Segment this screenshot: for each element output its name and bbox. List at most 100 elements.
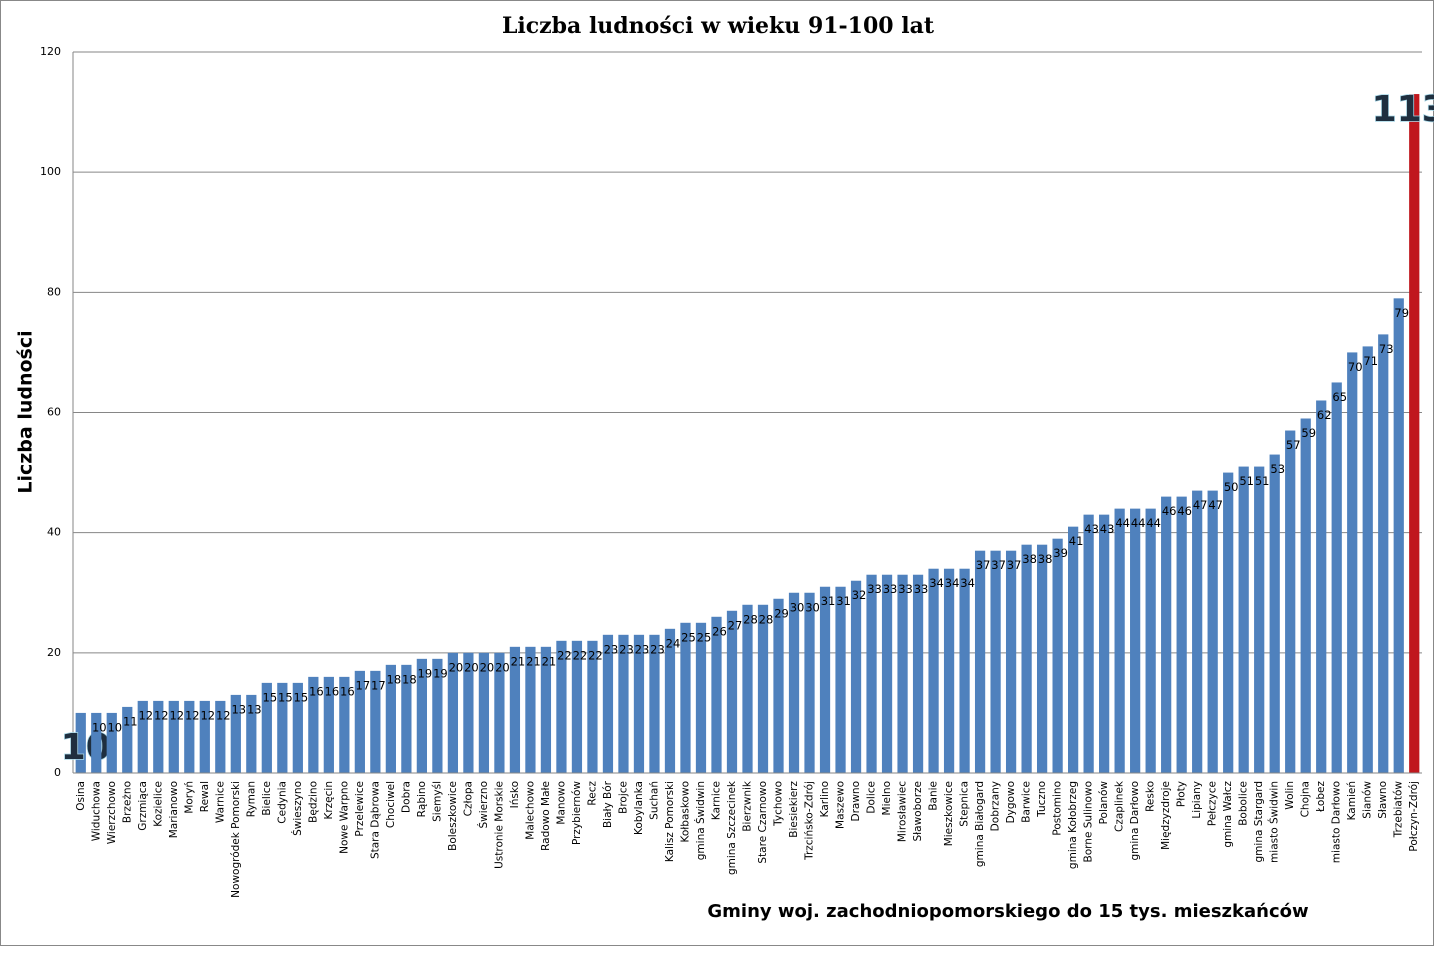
data-label: 23 (619, 642, 634, 656)
x-tick-label: Banie (928, 781, 940, 811)
x-tick-label: Dobrzany (990, 781, 1002, 831)
x-tick-label: gmina Świdwin (694, 781, 707, 860)
x-tick-label: Brojce (617, 781, 629, 814)
data-label: 21 (511, 654, 526, 668)
x-tick-label: miasto Świdwin (1268, 781, 1281, 863)
bar (1393, 298, 1404, 773)
bar (1052, 538, 1063, 773)
bar (1176, 496, 1187, 773)
data-label: 47 (1193, 498, 1208, 512)
bar (75, 712, 86, 773)
x-tick-label: Ińsko (509, 781, 521, 808)
x-tick-label: Karnice (710, 781, 722, 820)
chart-title: Liczba ludności w wieku 91-100 lat (502, 13, 935, 39)
x-tick-label: Ryman (245, 781, 257, 817)
x-tick-label: Tychowo (773, 781, 785, 827)
x-tick-label: Suchań (648, 781, 660, 820)
x-tick-label: Radowo Małe (540, 781, 552, 851)
x-tick-label: Połczyn-Zdrój (1408, 781, 1420, 852)
x-tick-label: Przelewice (354, 781, 366, 837)
bar (943, 568, 955, 773)
data-label: 31 (836, 594, 851, 608)
bar (1192, 490, 1203, 773)
bar (540, 646, 552, 773)
x-tick-label: gmina Darłowo (1129, 781, 1141, 861)
x-tick-label: Płoty (1176, 781, 1188, 807)
data-label: 46 (1162, 504, 1177, 518)
bar (122, 706, 133, 773)
bar (1347, 352, 1358, 773)
x-tick-label: Nowogródek Pomorski (230, 781, 242, 898)
x-tick-label: Manowo (555, 781, 567, 825)
data-label: 113 (1372, 89, 1434, 130)
bar (1331, 382, 1342, 773)
data-label: 24 (666, 636, 681, 650)
data-label: 12 (138, 708, 153, 722)
data-label: 43 (1100, 522, 1115, 536)
bar (974, 550, 986, 773)
bar (1207, 490, 1218, 773)
data-label: 23 (635, 642, 650, 656)
bar (726, 610, 738, 773)
data-label: 37 (976, 558, 991, 572)
data-label: 37 (991, 558, 1006, 572)
bar (478, 652, 490, 773)
data-label: 38 (1038, 552, 1053, 566)
x-tick-label: Postomino (1052, 781, 1064, 836)
data-label: 41 (1069, 534, 1084, 548)
bar (835, 586, 846, 773)
bar (1130, 508, 1141, 773)
x-tick-label: Bobolice (1238, 781, 1250, 826)
x-tick-label: Wolin (1284, 781, 1296, 810)
bar (137, 700, 148, 773)
data-label: 10 (61, 727, 111, 768)
data-label: 37 (1007, 558, 1022, 572)
data-label: 20 (449, 660, 464, 674)
bar (695, 622, 707, 773)
data-label: 51 (1239, 474, 1254, 488)
bar (1223, 472, 1234, 773)
bar (230, 694, 241, 773)
x-tick-label: Karlino (819, 781, 831, 817)
bar (494, 652, 505, 773)
bar (1114, 508, 1125, 773)
x-tick-label: Łobez (1315, 781, 1327, 813)
x-tick-label: Trzcińsko-Zdrój (804, 781, 816, 861)
data-label: 53 (1270, 462, 1285, 476)
bar (757, 604, 769, 773)
data-label: 18 (387, 672, 402, 686)
data-label: 46 (1177, 504, 1192, 518)
bar (1254, 466, 1265, 773)
x-tick-label: Będzino (307, 781, 319, 823)
bar (912, 574, 924, 773)
x-tick-label: Chociwel (385, 781, 397, 828)
bar (1362, 346, 1373, 773)
bar (1068, 526, 1079, 773)
data-label: 28 (759, 612, 774, 626)
bar (881, 574, 893, 773)
data-label: 34 (960, 576, 975, 590)
x-tick-label: Siemyśl (431, 781, 443, 822)
bar (571, 640, 583, 773)
x-tick-label: Warnice (214, 781, 226, 823)
bar (463, 652, 474, 773)
data-label: 34 (945, 576, 960, 590)
x-tick-label: Mielno (881, 781, 893, 815)
data-label: 38 (1022, 552, 1037, 566)
bar (339, 676, 350, 773)
x-tick-label: Boleszkowice (447, 781, 459, 851)
data-label: 23 (650, 642, 665, 656)
bar (354, 670, 365, 773)
x-tick-label: Barwice (1021, 781, 1033, 823)
x-tick-label: Świerzno (477, 781, 490, 829)
data-label: 39 (1053, 546, 1068, 560)
bar (959, 568, 970, 773)
data-label: 19 (433, 666, 448, 680)
x-tick-label: Widuchowa (90, 781, 102, 841)
x-tick-label: Świeszyno (291, 781, 304, 836)
data-label: 70 (1348, 360, 1363, 374)
x-tick-label: Osina (75, 781, 87, 811)
bar (866, 574, 877, 773)
x-tick-label: Lipiany (1191, 781, 1203, 819)
bar (277, 682, 288, 773)
